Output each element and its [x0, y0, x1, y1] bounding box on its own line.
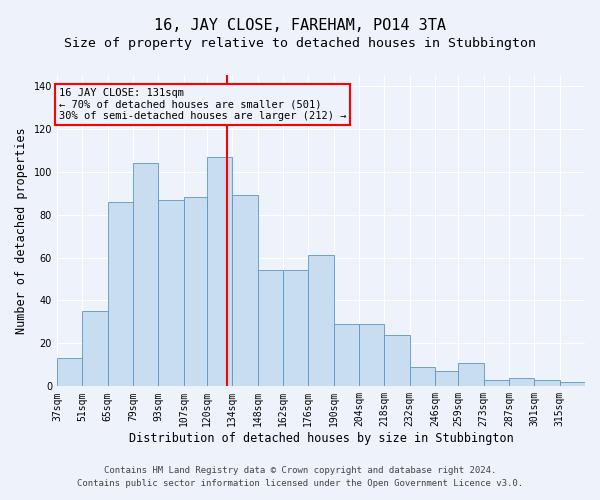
Bar [484, 380, 509, 386]
Bar [283, 270, 308, 386]
Bar [232, 195, 257, 386]
Text: Size of property relative to detached houses in Stubbington: Size of property relative to detached ho… [64, 38, 536, 51]
Bar [359, 324, 384, 386]
Text: 16 JAY CLOSE: 131sqm
← 70% of detached houses are smaller (501)
30% of semi-deta: 16 JAY CLOSE: 131sqm ← 70% of detached h… [59, 88, 346, 121]
Bar [82, 311, 107, 386]
Bar [207, 156, 232, 386]
Bar [308, 256, 334, 386]
Bar [158, 200, 184, 386]
Text: 16, JAY CLOSE, FAREHAM, PO14 3TA: 16, JAY CLOSE, FAREHAM, PO14 3TA [154, 18, 446, 32]
Bar [184, 198, 207, 386]
Bar [257, 270, 283, 386]
Bar [107, 202, 133, 386]
Bar [57, 358, 82, 386]
Bar [410, 367, 435, 386]
Bar [334, 324, 359, 386]
Bar [535, 380, 560, 386]
Text: Contains HM Land Registry data © Crown copyright and database right 2024.
Contai: Contains HM Land Registry data © Crown c… [77, 466, 523, 487]
Bar [458, 362, 484, 386]
Bar [133, 163, 158, 386]
Y-axis label: Number of detached properties: Number of detached properties [15, 128, 28, 334]
Bar [509, 378, 535, 386]
Bar [435, 372, 458, 386]
X-axis label: Distribution of detached houses by size in Stubbington: Distribution of detached houses by size … [128, 432, 514, 445]
Bar [384, 335, 410, 386]
Bar [560, 382, 585, 386]
